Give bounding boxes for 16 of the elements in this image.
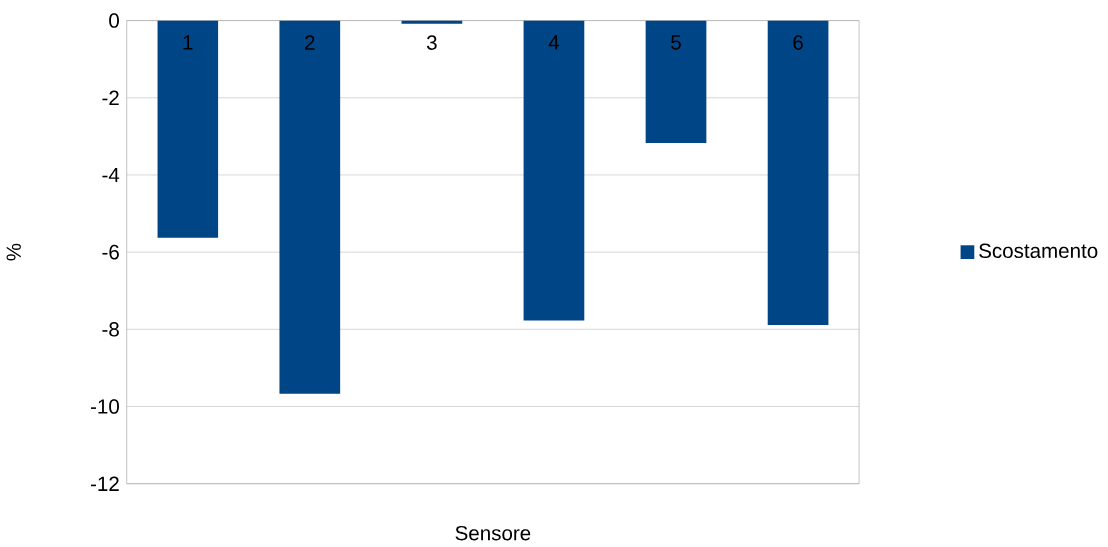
y-tick-label: -12 [90, 476, 119, 491]
y-axis-title: % [6, 243, 21, 261]
x-tick-label: 3 [426, 35, 437, 50]
y-tick-label: -10 [90, 399, 119, 414]
y-tick-label: -6 [102, 244, 119, 260]
x-tick-label: 1 [183, 35, 193, 50]
y-tick-label: -8 [102, 322, 119, 337]
y-tick-label: -2 [102, 90, 119, 105]
y-tick-label: 0 [109, 13, 119, 28]
y-tick-label: -4 [102, 167, 120, 183]
legend-label: Scostamento [979, 243, 1098, 259]
x-tick-label: 6 [793, 35, 803, 50]
x-axis-title: Sensore [455, 525, 531, 541]
x-tick-label: 2 [305, 35, 315, 50]
x-tick-label: 4 [548, 35, 560, 50]
x-tick-label: 5 [671, 35, 681, 50]
